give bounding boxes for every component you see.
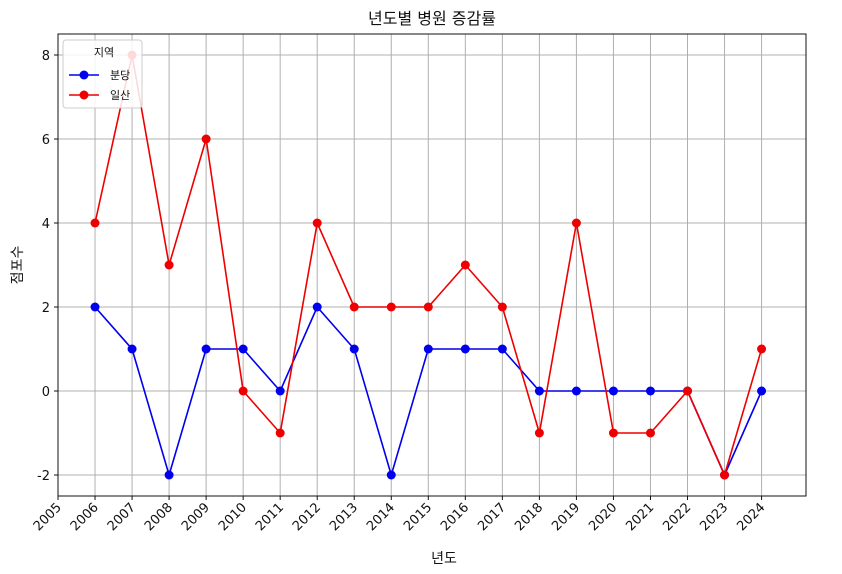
y-axis-label: 점포수: [10, 246, 26, 285]
series-point: [386, 470, 396, 480]
series-point: [238, 344, 248, 354]
series-point: [349, 344, 359, 354]
y-tick-label: 6: [42, 133, 50, 148]
series-point: [497, 344, 507, 354]
legend-label: 분당: [110, 69, 130, 82]
x-tick-label: 2022: [660, 500, 694, 534]
series-point: [201, 134, 211, 144]
y-tick-label: 2: [42, 301, 50, 316]
x-tick-label: 2019: [549, 500, 583, 534]
series-point: [460, 260, 470, 270]
x-tick-label: 2006: [68, 500, 102, 534]
x-tick-label: 2018: [512, 500, 546, 534]
y-tick-label: 0: [42, 385, 50, 400]
x-tick-label: 2015: [401, 500, 435, 534]
x-tick-label: 2013: [327, 500, 361, 534]
series-point: [683, 386, 693, 396]
x-tick-label: 2010: [216, 500, 250, 534]
series-point: [275, 386, 285, 396]
series-point: [757, 386, 767, 396]
legend-title: 지역: [94, 46, 114, 59]
series-point: [275, 428, 285, 438]
series-point: [312, 302, 322, 312]
plot-frame: [57, 33, 807, 497]
series-point: [645, 386, 655, 396]
chart-title: 년도별 병원 증감률: [368, 9, 496, 28]
y-tick-label: 8: [42, 49, 50, 64]
legend-marker: [79, 70, 89, 80]
x-tick-label: 2016: [438, 500, 472, 534]
series-point: [534, 386, 544, 396]
series-point: [608, 428, 618, 438]
y-tick-label: -2: [37, 469, 50, 484]
x-tick-label: 2023: [697, 500, 731, 534]
series-point: [534, 428, 544, 438]
series-point: [423, 302, 433, 312]
x-tick-label: 2009: [179, 500, 213, 534]
series-point: [238, 386, 248, 396]
series-point: [720, 470, 730, 480]
x-tick-label: 2007: [105, 500, 139, 534]
x-tick-label: 2012: [290, 500, 324, 534]
x-tick-label: 2011: [253, 500, 287, 534]
legend-marker: [79, 90, 89, 100]
series-point: [90, 218, 100, 228]
series-point: [645, 428, 655, 438]
series-point: [460, 344, 470, 354]
series-point: [201, 344, 211, 354]
series-point: [571, 386, 581, 396]
series-point: [757, 344, 767, 354]
series-point: [386, 302, 396, 312]
series-point: [571, 218, 581, 228]
x-axis-label: 년도: [431, 551, 457, 567]
series-point: [423, 344, 433, 354]
x-axis: 2005 2006 2007 2008 2009 2010 2011 2012 2013 2014…: [31, 496, 768, 534]
series-point: [164, 470, 174, 480]
series-point: [312, 218, 322, 228]
series-point: [90, 302, 100, 312]
y-tick-label: 4: [42, 217, 50, 232]
legend-label: 일산: [110, 88, 130, 102]
x-tick-label: 2020: [586, 500, 620, 534]
series-group: [90, 50, 767, 480]
y-axis: -2 0 2 4 6 8: [37, 49, 58, 484]
x-tick-label: 2024: [734, 500, 768, 534]
series-point: [349, 302, 359, 312]
x-tick-label: 2017: [475, 500, 509, 534]
series-point: [608, 386, 618, 396]
series-point: [127, 344, 137, 354]
series-point: [497, 302, 507, 312]
x-tick-label: 2021: [623, 500, 657, 534]
x-tick-label: 2008: [142, 500, 176, 534]
x-tick-label: 2014: [364, 500, 398, 534]
x-tick-label: 2005: [31, 500, 65, 534]
series-point: [164, 260, 174, 270]
